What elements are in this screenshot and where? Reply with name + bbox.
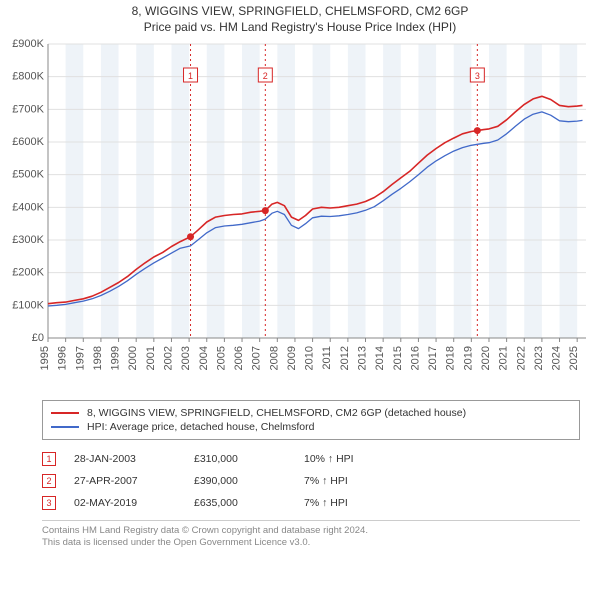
- chart-area: £0 £100K £200K £300K £400K £500K £600K £700K £80…: [6, 38, 594, 390]
- event-price: £635,000: [194, 497, 304, 509]
- svg-text:£600K: £600K: [12, 136, 44, 148]
- svg-text:2003: 2003: [180, 346, 192, 370]
- chart-title-subtitle: Price paid vs. HM Land Registry's House …: [0, 20, 600, 34]
- legend-label: HPI: Average price, detached house, Chel…: [87, 421, 314, 433]
- event-row: 2 27-APR-2007£390,0007% ↑ HPI: [42, 470, 580, 492]
- footer-line-2: This data is licensed under the Open Gov…: [42, 537, 580, 549]
- svg-text:2014: 2014: [374, 346, 386, 370]
- event-diff: 7% ↑ HPI: [304, 475, 414, 487]
- legend-label: 8, WIGGINS VIEW, SPRINGFIELD, CHELMSFORD…: [87, 407, 466, 419]
- event-date: 28-JAN-2003: [74, 453, 194, 465]
- footer-attribution: Contains HM Land Registry data © Crown c…: [42, 520, 580, 550]
- event-row: 3 02-MAY-2019£635,0007% ↑ HPI: [42, 492, 580, 514]
- svg-text:£100K: £100K: [12, 299, 44, 311]
- svg-text:2011: 2011: [321, 346, 333, 370]
- svg-text:£800K: £800K: [12, 71, 44, 83]
- svg-text:2001: 2001: [145, 346, 157, 370]
- legend-swatch: [51, 412, 79, 414]
- svg-text:£900K: £900K: [12, 38, 44, 50]
- svg-text:2010: 2010: [304, 346, 316, 370]
- chart-title-address: 8, WIGGINS VIEW, SPRINGFIELD, CHELMSFORD…: [0, 4, 600, 18]
- svg-text:£500K: £500K: [12, 169, 44, 181]
- svg-text:2018: 2018: [445, 346, 457, 370]
- svg-text:2024: 2024: [551, 346, 563, 370]
- svg-text:2004: 2004: [198, 346, 210, 370]
- svg-text:2006: 2006: [233, 346, 245, 370]
- events-table: 1 28-JAN-2003£310,00010% ↑ HPI 2 27-APR-200…: [42, 448, 580, 514]
- svg-text:£700K: £700K: [12, 103, 44, 115]
- svg-text:2021: 2021: [498, 346, 510, 370]
- svg-text:2022: 2022: [515, 346, 527, 370]
- legend-row: 8, WIGGINS VIEW, SPRINGFIELD, CHELMSFORD…: [51, 407, 571, 419]
- event-price: £310,000: [194, 453, 304, 465]
- event-price: £390,000: [194, 475, 304, 487]
- svg-text:£0: £0: [32, 332, 44, 344]
- event-date: 27-APR-2007: [74, 475, 194, 487]
- footer-line-1: Contains HM Land Registry data © Crown c…: [42, 525, 580, 537]
- svg-text:2020: 2020: [480, 346, 492, 370]
- event-date: 02-MAY-2019: [74, 497, 194, 509]
- svg-text:1997: 1997: [74, 346, 86, 370]
- legend-box: 8, WIGGINS VIEW, SPRINGFIELD, CHELMSFORD…: [42, 400, 580, 440]
- title-block: 8, WIGGINS VIEW, SPRINGFIELD, CHELMSFORD…: [0, 0, 600, 34]
- svg-text:£400K: £400K: [12, 201, 44, 213]
- svg-text:1996: 1996: [57, 346, 69, 370]
- svg-text:2007: 2007: [251, 346, 263, 370]
- svg-text:2019: 2019: [462, 346, 474, 370]
- event-row: 1 28-JAN-2003£310,00010% ↑ HPI: [42, 448, 580, 470]
- svg-text:2008: 2008: [268, 346, 280, 370]
- line-chart-svg: £0 £100K £200K £300K £400K £500K £600K £700K £80…: [6, 38, 594, 390]
- svg-text:1: 1: [188, 71, 193, 81]
- event-diff: 10% ↑ HPI: [304, 453, 414, 465]
- event-marker: 3: [42, 496, 56, 510]
- event-marker: 1: [42, 452, 56, 466]
- svg-text:2012: 2012: [339, 346, 351, 370]
- svg-text:2000: 2000: [127, 346, 139, 370]
- legend-row: HPI: Average price, detached house, Chel…: [51, 421, 571, 433]
- legend-swatch: [51, 426, 79, 428]
- svg-text:2: 2: [263, 71, 268, 81]
- event-marker: 2: [42, 474, 56, 488]
- svg-text:2005: 2005: [215, 346, 227, 370]
- svg-text:2016: 2016: [409, 346, 421, 370]
- svg-text:2002: 2002: [162, 346, 174, 370]
- svg-text:£200K: £200K: [12, 267, 44, 279]
- svg-text:2015: 2015: [392, 346, 404, 370]
- svg-text:2013: 2013: [357, 346, 369, 370]
- svg-text:1995: 1995: [39, 346, 51, 370]
- event-diff: 7% ↑ HPI: [304, 497, 414, 509]
- svg-text:£300K: £300K: [12, 234, 44, 246]
- svg-text:2025: 2025: [568, 346, 580, 370]
- svg-text:3: 3: [475, 71, 480, 81]
- svg-text:2009: 2009: [286, 346, 298, 370]
- svg-text:2017: 2017: [427, 346, 439, 370]
- svg-text:1999: 1999: [110, 346, 122, 370]
- svg-text:1998: 1998: [92, 346, 104, 370]
- svg-text:2023: 2023: [533, 346, 545, 370]
